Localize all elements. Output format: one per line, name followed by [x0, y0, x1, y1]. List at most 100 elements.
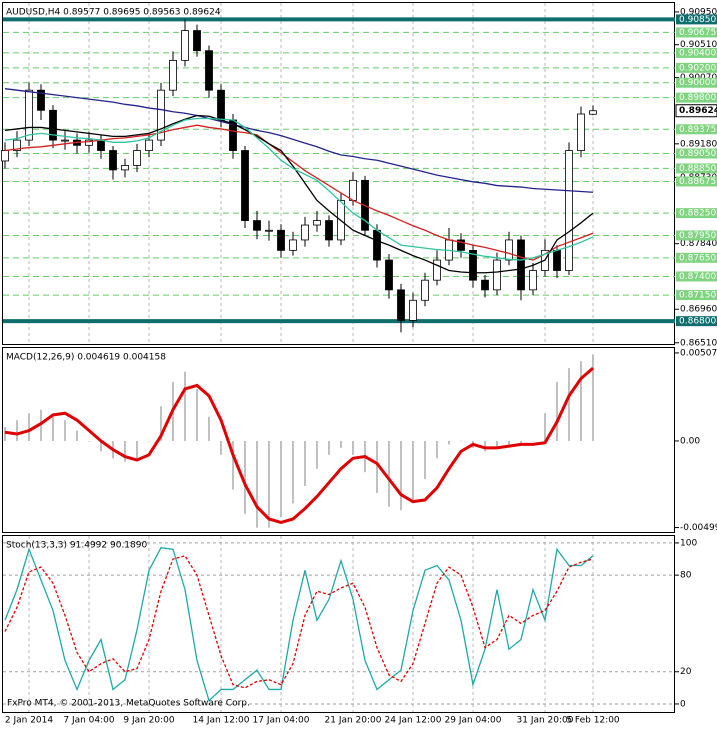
candle-body: [589, 110, 597, 115]
macd-bar: [556, 381, 558, 441]
macd-bar: [244, 440, 246, 514]
key-level-label: 0.86800: [679, 317, 716, 327]
y-tick-label: 20: [680, 667, 692, 677]
macd-bar: [124, 440, 126, 462]
level-label: 0.87150: [679, 291, 716, 301]
level-label: 0.90400: [679, 48, 716, 58]
x-tick-label: 31 Jan 20:00: [517, 716, 574, 726]
y-tick-label: 0.90510: [680, 40, 717, 50]
candle-body: [457, 239, 465, 251]
macd-bar: [496, 440, 498, 448]
level-label: 0.89375: [679, 125, 716, 135]
y-tick-label: 0.86510: [680, 338, 717, 348]
macd-bar: [544, 413, 546, 441]
level-label-box: [676, 176, 717, 187]
candle-body: [493, 259, 501, 291]
panel-title: Stoch(13,3,3) 91.4992 90.1890: [6, 541, 147, 551]
candle-body: [313, 220, 321, 226]
macd-bar: [268, 440, 270, 528]
candle-body: [133, 150, 141, 166]
macd-bar: [76, 430, 78, 441]
macd-bar: [532, 440, 534, 442]
candle-body: [241, 150, 249, 221]
candle-body: [253, 220, 261, 231]
macd-panel: [2, 347, 675, 533]
candle-body: [193, 30, 201, 52]
candle-body: [121, 165, 129, 171]
y-tick-label: 0.005076: [680, 348, 717, 358]
indicator-line: [4, 114, 594, 274]
macd-bar: [388, 440, 390, 507]
macd-bar: [160, 406, 162, 441]
indicator-line: [4, 117, 594, 261]
current-price-label: 0.89624: [679, 106, 717, 116]
candle-body: [13, 139, 21, 151]
x-tick-label: 5 Feb 12:00: [566, 716, 620, 726]
macd-bar: [424, 440, 426, 480]
candle-body: [25, 89, 33, 141]
level-label: 0.88850: [679, 164, 716, 174]
macd-bar: [448, 440, 450, 445]
candle-body: [217, 89, 225, 121]
macd-bar: [376, 440, 378, 493]
level-label: 0.87950: [679, 231, 716, 241]
candle-body: [301, 224, 309, 241]
macd-bar: [16, 420, 18, 441]
macd-bar: [340, 440, 342, 448]
x-tick-label: 9 Jan 20:00: [123, 716, 175, 726]
level-label: 0.90000: [679, 78, 716, 88]
x-tick-label: 29 Jan 04:00: [445, 716, 502, 726]
level-label-box: [676, 148, 717, 159]
macd-bar: [316, 440, 318, 469]
x-tick-label: 7 Jan 04:00: [63, 716, 115, 726]
stoch-panel: [2, 535, 675, 713]
macd-bar: [40, 409, 42, 441]
candle-body: [277, 229, 285, 251]
y-tick-label: 100: [680, 538, 697, 548]
x-tick-label: 17 Jan 04:00: [253, 716, 310, 726]
level-label-box: [676, 163, 717, 174]
level-label-box: [676, 47, 717, 58]
candle-body: [325, 220, 333, 241]
candle-body: [145, 139, 153, 151]
level-label: 0.88250: [679, 209, 716, 219]
level-label: 0.90200: [679, 63, 716, 73]
macd-bar: [196, 388, 198, 441]
key-level-label-box: [676, 316, 717, 327]
candle-body: [505, 239, 513, 261]
y-tick-label: 0.00: [680, 436, 700, 446]
level-label-box: [676, 271, 717, 282]
macd-bar: [508, 440, 510, 445]
y-tick-label: 0: [680, 699, 686, 709]
y-tick-label: -0.004994: [680, 523, 717, 533]
candle-body: [553, 249, 561, 271]
level-label: 0.90675: [679, 28, 716, 38]
candle-body: [517, 239, 525, 291]
indicator-line: [4, 366, 594, 525]
macd-bar: [88, 440, 90, 442]
candle-body: [565, 150, 573, 271]
candle-body: [61, 139, 69, 142]
macd-bar: [4, 427, 6, 441]
macd-bar: [568, 368, 570, 441]
x-tick-label: 14 Jan 12:00: [193, 716, 250, 726]
level-label: 0.87650: [679, 253, 716, 263]
candle-body: [37, 89, 45, 111]
y-tick-label: 0.87840: [680, 239, 717, 249]
panel-title: MACD(12,26,9) 0.004619 0.004158: [6, 353, 166, 363]
macd-bar: [232, 440, 234, 490]
candle-body: [349, 179, 357, 201]
candle-body: [433, 259, 441, 281]
level-label-box: [676, 208, 717, 219]
macd-bar: [280, 440, 282, 518]
candle-body: [385, 259, 393, 291]
x-tick-label: 24 Jan 12:00: [385, 716, 442, 726]
level-label: 0.89050: [679, 149, 716, 159]
macd-bar: [136, 440, 138, 459]
candle-body: [1, 150, 9, 162]
current-price-box: [675, 104, 717, 118]
candle-body: [409, 299, 417, 321]
y-tick-label: 0.90950: [680, 7, 717, 17]
